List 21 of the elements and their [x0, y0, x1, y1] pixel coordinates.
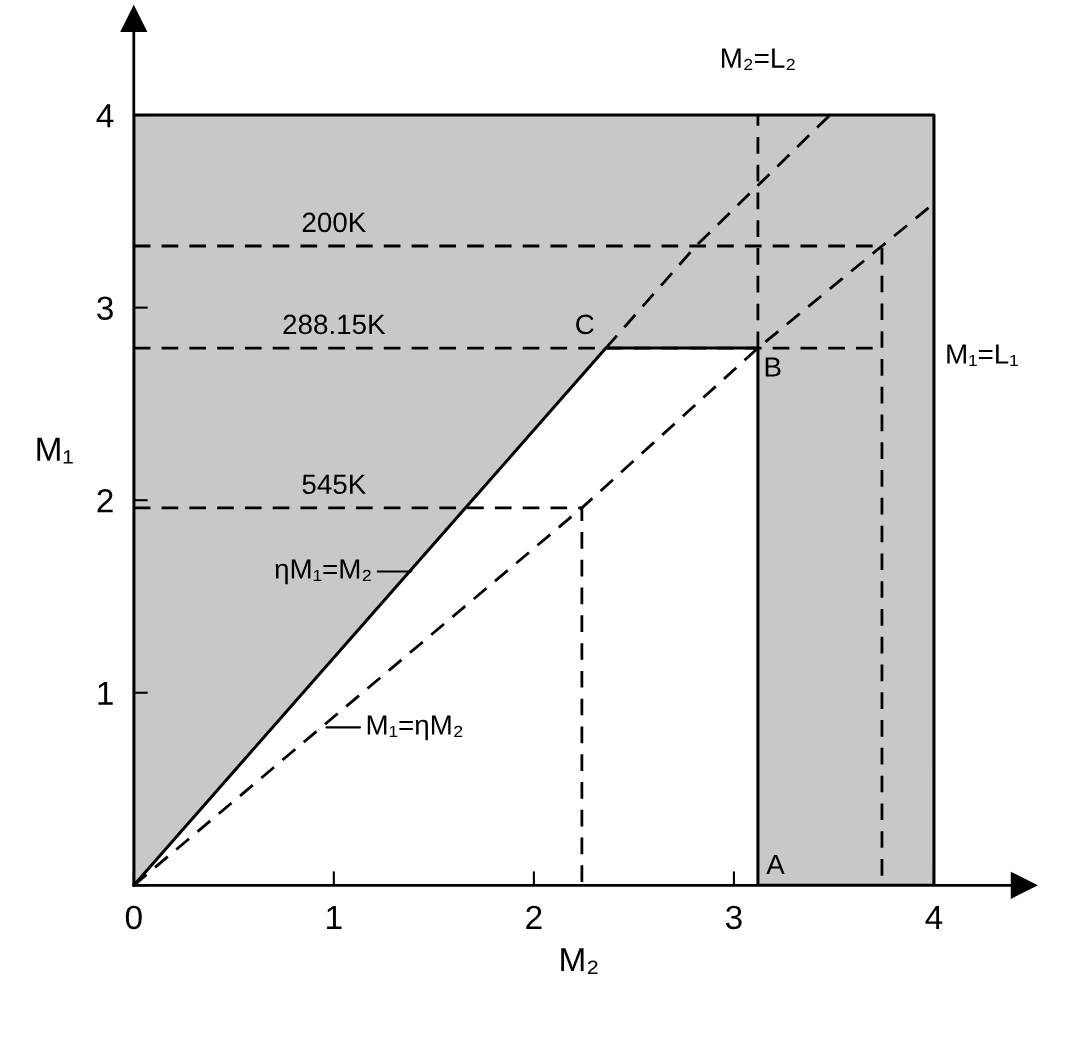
annotation: M₁=ηM₂: [367, 715, 463, 741]
annotation: C: [576, 314, 594, 335]
y-tick-label: 2: [97, 488, 113, 513]
x-tick-label: 2: [526, 905, 542, 929]
annotation: 200K: [302, 212, 366, 233]
x-tick-label: 4: [925, 905, 943, 929]
annotation: M₂=L₂: [722, 48, 795, 71]
x-tick-label: 1: [327, 905, 342, 929]
annotation: 288.15K: [283, 314, 386, 335]
x-tick-label: 3: [725, 905, 742, 930]
annotation: B: [765, 357, 781, 377]
annotation: M₁=L₁: [947, 344, 1018, 366]
y-tick-label: 1: [98, 681, 113, 705]
annotation: ηM₁=M₂: [275, 559, 371, 585]
x-tick-label: 0: [125, 905, 142, 930]
annotation: A: [766, 854, 785, 874]
y-tick-label: 4: [96, 104, 114, 128]
x-axis-title: M₂: [561, 948, 598, 974]
y-axis-title: M₁: [37, 437, 73, 464]
annotation: 545K: [302, 474, 366, 495]
y-tick-label: 3: [97, 296, 113, 321]
